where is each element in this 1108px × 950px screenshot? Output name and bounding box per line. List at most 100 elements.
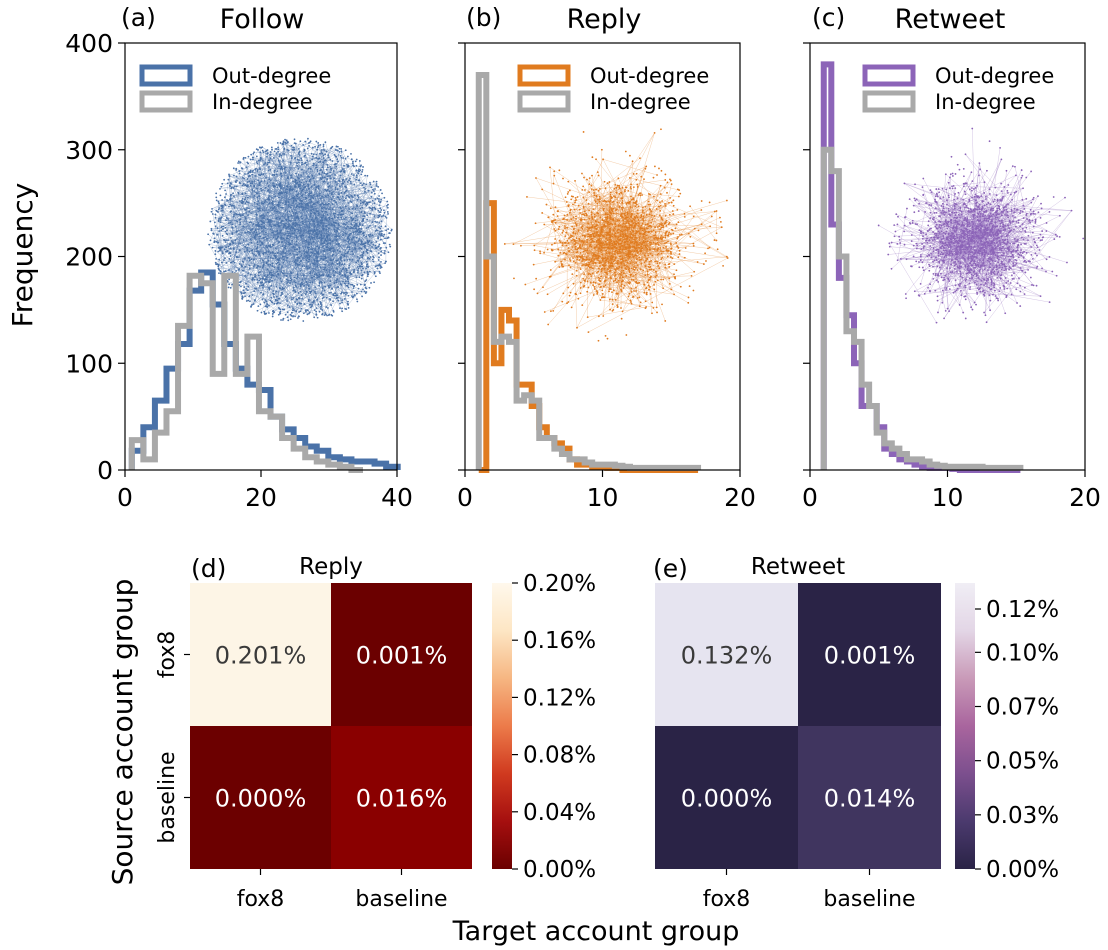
network-node <box>378 215 381 218</box>
network-node <box>256 196 259 199</box>
network-node <box>367 256 369 259</box>
histogram-in-degree <box>128 272 363 473</box>
network-node <box>304 293 307 296</box>
network-node <box>320 178 323 180</box>
network-node <box>659 223 662 225</box>
network-node <box>598 200 601 203</box>
network-node <box>361 170 363 173</box>
network-node <box>357 287 360 290</box>
network-node <box>254 229 257 232</box>
network-node <box>289 279 292 282</box>
network-node <box>619 277 621 279</box>
network-node <box>344 186 347 188</box>
network-node <box>278 263 281 266</box>
network-node <box>275 152 278 155</box>
network-node <box>250 153 253 156</box>
network-node <box>286 304 289 307</box>
network-node <box>248 250 251 253</box>
network-node <box>329 166 331 168</box>
network-node <box>334 270 337 273</box>
network-node <box>233 185 236 188</box>
network-node <box>282 319 284 321</box>
network-node <box>276 302 279 305</box>
network-node <box>351 219 354 221</box>
network-node <box>286 185 288 188</box>
network-node <box>287 176 289 178</box>
network-node <box>652 306 655 309</box>
network-node <box>358 179 361 182</box>
network-node <box>238 170 241 172</box>
network-node <box>217 211 219 213</box>
network-node <box>323 242 325 244</box>
network-node <box>587 235 590 238</box>
network-node <box>368 270 371 273</box>
network-node <box>300 215 303 218</box>
network-node <box>319 203 322 206</box>
network-node <box>238 181 241 184</box>
network-node <box>351 250 354 253</box>
network-node <box>374 247 377 249</box>
network-node <box>251 304 253 306</box>
network-node <box>347 300 349 303</box>
network-node <box>270 276 273 279</box>
network-node <box>330 259 333 262</box>
network-node <box>252 277 254 280</box>
network-node <box>674 227 677 230</box>
network-node <box>595 234 598 236</box>
network-node <box>359 207 362 210</box>
network-node <box>587 202 590 205</box>
network-node <box>615 267 618 269</box>
network-node <box>609 264 612 267</box>
network-node <box>365 265 368 268</box>
network-node <box>542 286 544 289</box>
network-node <box>308 180 311 183</box>
network-node <box>377 185 380 188</box>
network-node <box>652 195 655 198</box>
network-node <box>603 296 606 299</box>
network-node <box>334 149 337 151</box>
network-node <box>623 244 626 246</box>
network-node <box>259 235 262 238</box>
network-node <box>214 253 217 256</box>
network-node <box>239 221 242 224</box>
network-node <box>221 213 224 216</box>
network-node <box>305 202 308 205</box>
network-node <box>297 256 299 259</box>
network-node <box>608 238 611 241</box>
network-node <box>278 257 281 260</box>
network-edge <box>221 240 232 248</box>
network-node <box>258 284 261 287</box>
network-node <box>609 193 612 196</box>
network-node <box>220 229 223 232</box>
network-node <box>650 226 653 228</box>
network-node <box>322 259 325 261</box>
network-node <box>262 151 265 154</box>
network-edge <box>215 250 240 270</box>
network-node <box>237 160 240 163</box>
network-edge <box>251 154 368 275</box>
network-node <box>637 225 640 227</box>
network-node <box>609 200 611 203</box>
network-node <box>654 260 657 263</box>
network-node <box>638 239 641 242</box>
network-node <box>348 267 350 269</box>
network-node <box>359 202 362 205</box>
network-node <box>291 309 294 312</box>
network-node <box>327 186 330 188</box>
network-node <box>597 174 600 177</box>
network-node <box>307 142 310 144</box>
network-node <box>250 229 252 232</box>
network-node <box>625 268 628 271</box>
network-node <box>339 250 341 253</box>
network-node <box>256 243 259 246</box>
network-node <box>296 263 299 266</box>
network-node <box>342 234 344 237</box>
network-node <box>668 282 671 285</box>
network-node <box>317 253 320 256</box>
network-node <box>719 216 721 219</box>
network-node <box>292 146 294 149</box>
network-node <box>293 280 296 283</box>
network-node <box>590 213 593 216</box>
network-node <box>276 186 279 189</box>
network-node <box>307 183 309 186</box>
